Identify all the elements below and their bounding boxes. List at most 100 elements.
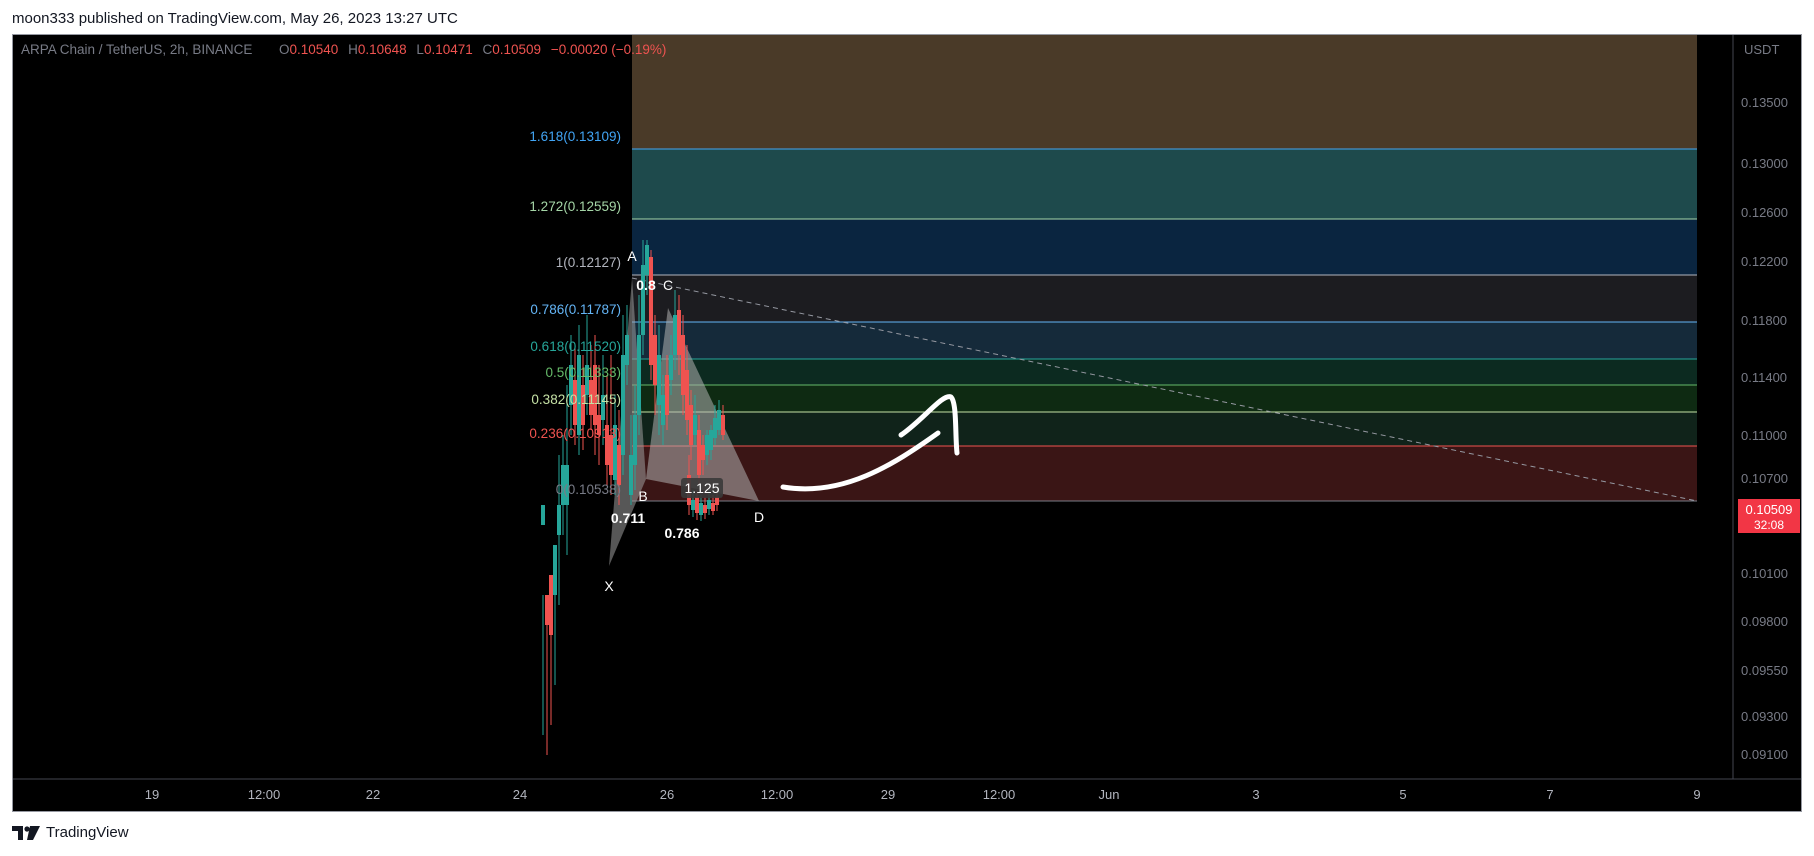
fib-zone-236-382 [632, 412, 1697, 446]
price-axis-currency: USDT [1744, 42, 1779, 57]
candle-body [557, 505, 561, 535]
fib-zone-0-236 [632, 446, 1697, 501]
arrow-stroke[interactable] [780, 430, 941, 492]
fib-label-236[interactable]: 0.236(0.10913) [529, 426, 621, 441]
footer: TradingView [12, 824, 129, 841]
fib-label-1[interactable]: 1(0.12127) [556, 255, 621, 270]
point-d-label[interactable]: D [754, 509, 764, 525]
candle-body [601, 395, 605, 420]
ratio-xb-label[interactable]: 0.711 [611, 510, 645, 526]
time-tick: 9 [1693, 787, 1700, 802]
time-tick: 26 [660, 787, 674, 802]
price-tick: 0.09800 [1741, 614, 1788, 629]
price-tick: 0.12200 [1741, 254, 1788, 269]
ratio-ac-label[interactable]: 0.8 [636, 277, 656, 293]
last-price-value: 0.10509 [1746, 502, 1793, 517]
fib-label-5[interactable]: 0.5(0.11333) [545, 365, 621, 380]
candle-body [691, 500, 695, 510]
candle-body [703, 505, 707, 513]
time-tick: Jun [1099, 787, 1120, 802]
candle-body [581, 385, 585, 425]
candle-body [597, 415, 601, 435]
candle-body [721, 415, 725, 435]
price-tick: 0.10700 [1741, 471, 1788, 486]
candle-body [649, 257, 653, 365]
price-tick: 0.11400 [1741, 370, 1787, 385]
time-tick: 3 [1252, 787, 1259, 802]
chart-canvas[interactable]: ARPA Chain / TetherUS, 2h, BINANCE O0.10… [13, 35, 1802, 812]
candle-body [593, 365, 597, 425]
high-value: 0.10648 [358, 42, 407, 57]
pattern-triangle-bcd[interactable] [646, 308, 759, 501]
time-tick: 24 [513, 787, 527, 802]
fib-zone-above-1618 [632, 35, 1697, 149]
price-tick: 0.11000 [1741, 428, 1787, 443]
fib-label-1618[interactable]: 1.618(0.13109) [529, 129, 621, 144]
tradingview-logo-icon [12, 825, 40, 840]
candle-body [717, 410, 721, 430]
footer-brand[interactable]: TradingView [46, 824, 129, 841]
fib-zone-1-1272 [632, 219, 1697, 275]
last-price-badge [1738, 499, 1800, 533]
ratio-xd-label[interactable]: 0.786 [664, 525, 699, 541]
pattern-triangle-xab[interactable] [609, 278, 646, 566]
fib-zone-618-786 [632, 322, 1697, 359]
fib-labels: 1.618(0.13109) 1.272(0.12559) 1(0.12127)… [529, 129, 621, 497]
time-tick: 5 [1399, 787, 1406, 802]
time-tick: 19 [145, 787, 159, 802]
price-tick: 0.09550 [1741, 663, 1788, 678]
fib-label-1272[interactable]: 1.272(0.12559) [529, 199, 621, 214]
fib-zone-5-618 [632, 359, 1697, 385]
chart-panel[interactable]: ARPA Chain / TetherUS, 2h, BINANCE O0.10… [12, 34, 1802, 812]
open-value: 0.10540 [290, 42, 339, 57]
candle-body [621, 355, 625, 455]
fib-label-382[interactable]: 0.382(0.11145) [531, 392, 621, 407]
fib-zone-786-1 [632, 275, 1697, 322]
candle-body [713, 418, 717, 438]
open-label: O [279, 42, 290, 57]
candle-body [585, 365, 589, 395]
point-x-label[interactable]: X [604, 578, 614, 594]
candle-body [633, 415, 637, 465]
candle-body [645, 245, 649, 275]
point-b-label[interactable]: B [638, 488, 647, 504]
candle-body [565, 465, 569, 505]
high-label: H [348, 42, 358, 57]
fib-label-786[interactable]: 0.786(0.11787) [530, 302, 621, 317]
fib-label-0[interactable]: 0(0.10538) [556, 482, 621, 497]
time-tick: 7 [1546, 787, 1553, 802]
time-tick: 12:00 [761, 787, 794, 802]
candle-body [653, 335, 657, 385]
low-value: 0.10471 [424, 42, 473, 57]
low-label: L [416, 42, 424, 57]
arrow-head[interactable] [898, 394, 960, 456]
candle-body [549, 575, 553, 635]
close-value: 0.10509 [492, 42, 541, 57]
candle-body [701, 445, 705, 460]
ratio-bd-box [681, 478, 723, 498]
candle-body [609, 435, 613, 475]
point-a-label[interactable]: A [627, 248, 637, 264]
candle-body [709, 430, 713, 450]
candle-body [693, 415, 697, 435]
candle-body [553, 545, 557, 595]
close-label: C [483, 42, 493, 57]
price-axis[interactable]: USDT 0.13500 0.13000 0.12600 0.12200 0.1… [1741, 42, 1788, 762]
candle-body [707, 500, 711, 509]
time-tick: 12:00 [983, 787, 1016, 802]
candle-body [699, 503, 703, 515]
time-axis[interactable]: 19 12:00 22 24 26 12:00 29 12:00 Jun 3 5… [145, 787, 1701, 802]
time-tick: 22 [366, 787, 380, 802]
price-tick: 0.10100 [1741, 566, 1788, 581]
fib-zone-1272-1618 [632, 149, 1697, 219]
ratio-bd-label[interactable]: 1.125 [684, 480, 719, 496]
point-c-label[interactable]: C [663, 277, 673, 293]
candle-body [589, 380, 593, 415]
price-tick: 0.11800 [1741, 313, 1787, 328]
symbol-name[interactable]: ARPA Chain / TetherUS, 2h, BINANCE [21, 42, 252, 57]
symbol-info-bar[interactable]: ARPA Chain / TetherUS, 2h, BINANCE O0.10… [21, 42, 666, 57]
fib-label-618[interactable]: 0.618(0.11520) [530, 339, 621, 354]
candle-body [617, 445, 621, 485]
time-tick: 29 [881, 787, 895, 802]
trend-line[interactable] [631, 277, 1698, 502]
